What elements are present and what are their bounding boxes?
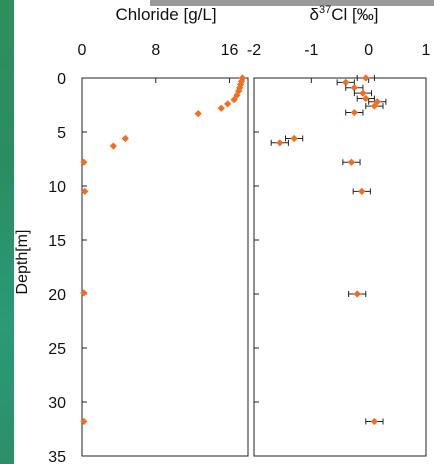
background-strip (0, 0, 14, 464)
chart-right-xlabel: δ37Cl [‰] (310, 4, 379, 24)
x-tick-label: 1 (422, 42, 431, 59)
data-point (347, 158, 356, 166)
plot-frame-0 (81, 77, 249, 457)
chart-left-xlabel: Chloride [g/L] (115, 5, 216, 24)
svg-text:δ37Cl [‰]: δ37Cl [‰] (310, 4, 379, 24)
x-tick-label: 0 (364, 42, 373, 59)
data-point (81, 187, 89, 195)
data-point (290, 134, 298, 143)
y-tick-label: 20 (48, 287, 66, 304)
data-point (233, 91, 241, 99)
data-point (370, 417, 378, 426)
data-point (217, 104, 225, 112)
top-band (150, 0, 434, 6)
data-point (80, 289, 88, 297)
plot-frame-1 (253, 77, 427, 457)
y-tick-label: 5 (57, 125, 66, 142)
data-point (276, 139, 284, 147)
data-point (194, 110, 202, 118)
data-point (80, 417, 88, 426)
isotope-superscript: 37 (319, 4, 331, 16)
y-tick-label: 30 (48, 395, 66, 412)
delta-symbol: δ (310, 5, 319, 24)
data-point (370, 102, 378, 110)
data-point (350, 108, 358, 117)
data-point (80, 158, 88, 166)
x-tick-label: -2 (247, 42, 261, 59)
y-tick-label: 15 (48, 233, 66, 250)
y-tick-label: 10 (48, 179, 66, 196)
data-point (342, 78, 350, 86)
y-tick-label: 0 (57, 71, 66, 88)
data-point (359, 89, 367, 97)
y-tick-label: 35 (48, 449, 66, 464)
data-point (121, 134, 129, 143)
chart-left-ylabel: Depth[m] (14, 230, 31, 295)
data-point (358, 187, 366, 195)
data-point (362, 74, 370, 82)
x-tick-label: 8 (151, 42, 160, 59)
data-point (353, 290, 361, 298)
x-tick-label: -1 (304, 42, 318, 59)
x-tick-label: 16 (221, 42, 239, 59)
data-point (350, 84, 358, 92)
x-tick-label: 0 (78, 42, 87, 59)
data-point (230, 96, 238, 104)
y-tick-label: 25 (48, 341, 66, 358)
data-point (362, 94, 370, 103)
data-point (109, 142, 117, 150)
data-point (224, 100, 232, 108)
